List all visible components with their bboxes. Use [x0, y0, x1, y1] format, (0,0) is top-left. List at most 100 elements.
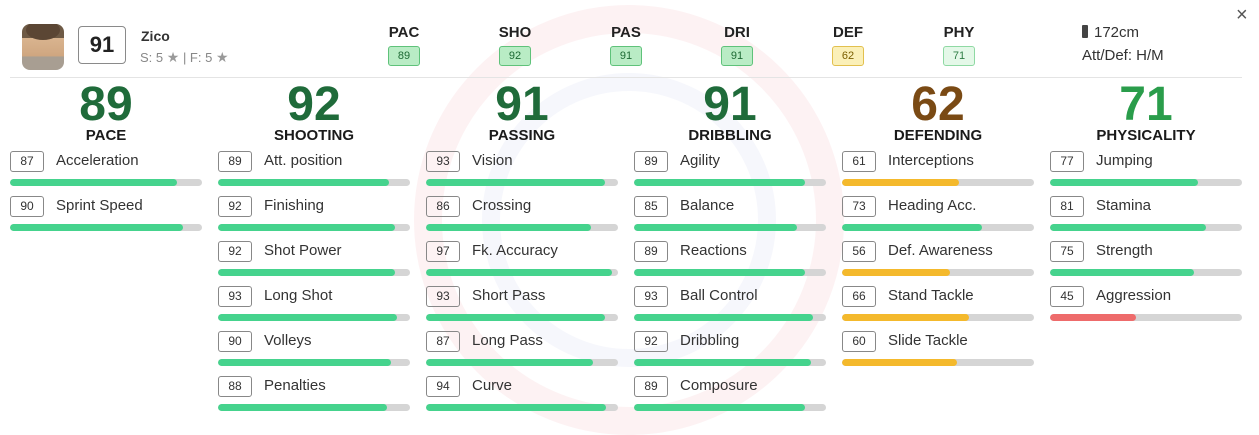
- attribute-row: 89 Composure: [634, 376, 826, 421]
- attribute-row: 88 Penalties: [218, 376, 410, 421]
- attribute-label: Strength: [1096, 242, 1153, 259]
- attribute-label: Penalties: [264, 377, 326, 394]
- attribute-row: 93 Ball Control: [634, 286, 826, 331]
- attribute-row: 93 Short Pass: [426, 286, 618, 331]
- attribute-bar-fill: [10, 179, 178, 186]
- attribute-bar-track: [218, 359, 410, 366]
- attribute-value-badge: 86: [426, 196, 460, 217]
- attribute-label: Fk. Accuracy: [472, 242, 558, 259]
- attribute-bar-track: [634, 179, 826, 186]
- header-divider: [10, 77, 1242, 78]
- attribute-row: 85 Balance: [634, 196, 826, 241]
- attribute-row: 66 Stand Tackle: [842, 286, 1034, 331]
- attribute-bar-track: [426, 359, 618, 366]
- category-name: PACE: [85, 127, 127, 144]
- player-name: Zico: [141, 28, 170, 44]
- attribute-label: Att. position: [264, 152, 343, 169]
- attribute-label: Balance: [680, 197, 735, 214]
- attribute-value-badge: 75: [1050, 241, 1084, 262]
- stat-abbr: DEF: [833, 24, 863, 41]
- attribute-bar-fill: [218, 269, 395, 276]
- attribute-bar-fill: [426, 404, 607, 411]
- attribute-bar-fill: [10, 224, 183, 231]
- header-stat-sho: SHO 92: [475, 24, 555, 66]
- attribute-bar-track: [426, 314, 618, 321]
- category-column-shooting: 92 SHOOTING 89 Att. position 92 Finishing 92 Sh…: [218, 80, 410, 411]
- attribute-row: 77 Jumping: [1050, 151, 1242, 196]
- attribute-value-badge: 81: [1050, 196, 1084, 217]
- category-name: SHOOTING: [273, 127, 354, 144]
- category-header: 62 DEFENDING: [842, 80, 1034, 145]
- category-header: 91 DRIBBLING: [634, 80, 826, 145]
- attribute-label: Curve: [472, 377, 513, 394]
- attribute-value-badge: 93: [634, 286, 668, 307]
- attribute-bar-fill: [634, 404, 805, 411]
- attribute-value-badge: 97: [426, 241, 460, 262]
- close-icon[interactable]: ×: [1236, 4, 1248, 26]
- attribute-row: 90 Volleys: [218, 331, 410, 376]
- attribute-bar-track: [634, 269, 826, 276]
- attribute-row: 92 Dribbling: [634, 331, 826, 376]
- category-header: 92 SHOOTING: [218, 80, 410, 145]
- attribute-bar-track: [10, 224, 202, 231]
- header-stat-phy: PHY 71: [919, 24, 999, 66]
- attribute-bar-fill: [1050, 269, 1194, 276]
- attribute-value-badge: 61: [842, 151, 876, 172]
- stat-abbr: PHY: [943, 24, 975, 41]
- attribute-bar-fill: [1050, 314, 1137, 321]
- attribute-value-badge: 94: [426, 376, 460, 397]
- attribute-bar-fill: [1050, 224, 1206, 231]
- attribute-label: Acceleration: [56, 152, 139, 169]
- attribute-bar-fill: [426, 224, 592, 231]
- attribute-bar-track: [426, 269, 618, 276]
- attribute-value-badge: 90: [10, 196, 44, 217]
- attribute-value-badge: 90: [218, 331, 252, 352]
- attribute-bar-track: [1050, 179, 1242, 186]
- attribute-bar-track: [634, 314, 826, 321]
- attribute-value-badge: 85: [634, 196, 668, 217]
- attribute-row: 86 Crossing: [426, 196, 618, 241]
- work-rate: Att/Def: H/M: [1082, 47, 1164, 64]
- attribute-row: 93 Vision: [426, 151, 618, 196]
- attribute-bar-fill: [634, 179, 805, 186]
- header-stat-pas: PAS 91: [586, 24, 666, 66]
- attribute-bar-track: [1050, 224, 1242, 231]
- attribute-row: 97 Fk. Accuracy: [426, 241, 618, 286]
- attribute-bar-fill: [842, 269, 950, 276]
- category-header: 89 PACE: [10, 80, 202, 145]
- attribute-bar-fill: [634, 269, 805, 276]
- attribute-bar-track: [1050, 314, 1242, 321]
- stat-abbr: PAC: [388, 24, 420, 41]
- attribute-value-badge: 73: [842, 196, 876, 217]
- attribute-label: Vision: [472, 152, 513, 169]
- attribute-row: 60 Slide Tackle: [842, 331, 1034, 376]
- attribute-value-badge: 92: [634, 331, 668, 352]
- attribute-row: 92 Shot Power: [218, 241, 410, 286]
- attribute-row: 56 Def. Awareness: [842, 241, 1034, 286]
- attribute-label: Finishing: [264, 197, 325, 214]
- attribute-bar-track: [218, 404, 410, 411]
- attribute-bar-fill: [634, 314, 813, 321]
- attribute-label: Interceptions: [888, 152, 974, 169]
- attribute-bar-fill: [426, 179, 605, 186]
- attribute-bar-fill: [218, 359, 391, 366]
- attribute-bar-fill: [218, 314, 397, 321]
- attribute-bar-fill: [426, 314, 605, 321]
- attribute-label: Slide Tackle: [888, 332, 968, 349]
- attribute-bar-fill: [218, 224, 395, 231]
- attribute-bar-fill: [634, 359, 811, 366]
- attribute-bar-track: [634, 359, 826, 366]
- skill-star-icon: ★: [166, 49, 180, 65]
- attribute-value-badge: 93: [426, 151, 460, 172]
- stat-abbr: SHO: [498, 24, 532, 41]
- attribute-bar-track: [634, 404, 826, 411]
- attribute-value-badge: 89: [634, 241, 668, 262]
- skill-moves-label: S: 5: [140, 50, 164, 65]
- attribute-row: 75 Strength: [1050, 241, 1242, 286]
- attribute-row: 45 Aggression: [1050, 286, 1242, 331]
- attribute-value-badge: 89: [634, 151, 668, 172]
- category-rating: 71: [1119, 78, 1173, 131]
- category-column-dribbling: 91 DRIBBLING 89 Agility 85 Balance 89 Reactions…: [634, 80, 826, 411]
- attribute-bar-fill: [1050, 179, 1198, 186]
- attribute-value-badge: 89: [218, 151, 252, 172]
